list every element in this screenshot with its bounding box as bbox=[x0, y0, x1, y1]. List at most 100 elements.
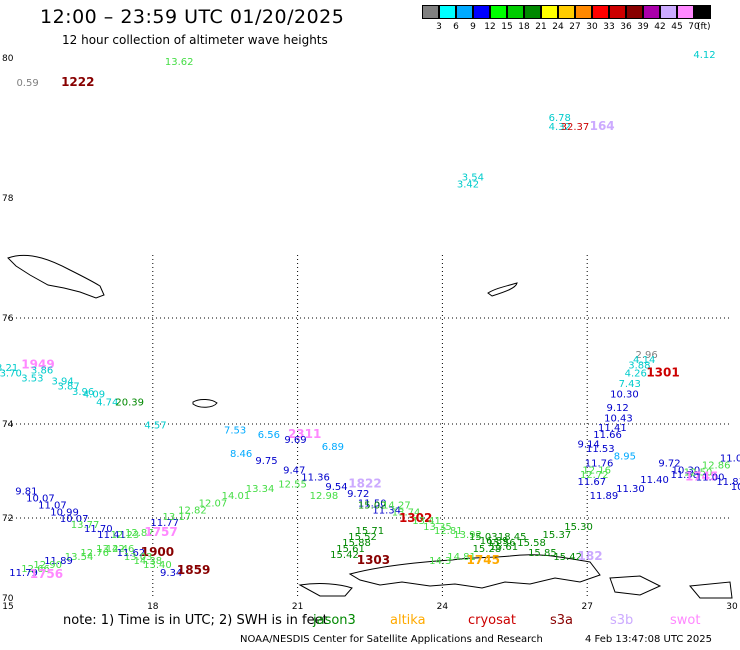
wave-height-label: 12.90 bbox=[33, 560, 62, 571]
wave-height-label: 11.50 bbox=[358, 498, 387, 509]
wave-height-label: 12.98 bbox=[310, 491, 339, 502]
wave-height-label: 13.34 bbox=[246, 484, 275, 495]
wave-height-label: 1949 bbox=[21, 357, 54, 371]
wave-height-label: 4.12 bbox=[693, 50, 715, 61]
wave-height-label: 1859 bbox=[177, 563, 210, 577]
wave-height-label: 13.92 bbox=[453, 530, 482, 541]
wave-height-label: 11.76 bbox=[585, 458, 614, 469]
wave-height-label: 20.39 bbox=[115, 397, 144, 408]
wave-height-label: 1745 bbox=[467, 553, 500, 567]
wave-height-label: 11.07 bbox=[38, 501, 67, 512]
colorbar-tick-label: 70 bbox=[688, 22, 700, 32]
wave-height-label: 9.75 bbox=[255, 456, 277, 467]
wave-height-label: 13.42 bbox=[96, 544, 125, 555]
wave-height-label: 11.40 bbox=[640, 475, 669, 486]
colorbar-tick-label: 30 bbox=[586, 22, 598, 32]
wave-height-label: 3.88 bbox=[628, 360, 650, 371]
wave-height-label: 15.85 bbox=[528, 548, 557, 559]
wave-height-label: 11.30 bbox=[616, 484, 645, 495]
wave-height-label: 2311 bbox=[288, 427, 321, 441]
wave-height-label: 11.67 bbox=[578, 477, 607, 488]
wave-height-label: 3.94 bbox=[51, 376, 73, 387]
colorbar-unit: (ft) bbox=[697, 22, 711, 32]
legend-item: swot bbox=[670, 613, 701, 628]
wave-height-label: 10.07 bbox=[60, 514, 89, 525]
wave-height-label: 15.03 bbox=[469, 532, 498, 543]
wave-height-label: 13.17 bbox=[162, 512, 191, 523]
wave-height-label: 11.01 bbox=[720, 454, 740, 465]
wave-height-label: 11.58 bbox=[670, 470, 699, 481]
wave-height-label: 15.61 bbox=[336, 544, 365, 555]
colorbar-tick-label: 15 bbox=[501, 22, 513, 32]
wave-height-label: 13.74 bbox=[392, 508, 421, 519]
wave-height-label: 11.66 bbox=[593, 430, 622, 441]
footer-note: note: 1) Time is in UTC; 2) SWH is in fe… bbox=[63, 613, 328, 628]
colorbar-tick-label: 12 bbox=[484, 22, 496, 32]
colorbar-tick-label: 21 bbox=[535, 22, 547, 32]
wave-height-label: 12.82 bbox=[178, 505, 207, 516]
wave-height-label: 15.56 bbox=[487, 538, 516, 549]
colorbar-cell bbox=[626, 5, 643, 19]
wave-height-label: 11.79 bbox=[9, 568, 38, 579]
wave-height-label: 8.95 bbox=[614, 451, 636, 462]
colorbar-tick-label: 33 bbox=[603, 22, 615, 32]
wave-height-label: 11.41 bbox=[598, 423, 627, 434]
wave-height-label: 3.96 bbox=[72, 387, 94, 398]
wave-height-label: 12.16 bbox=[582, 465, 611, 476]
wave-height-label: 13.54 bbox=[65, 552, 94, 563]
wave-height-label: 3.86 bbox=[31, 366, 53, 377]
wave-height-label: 1745 bbox=[685, 469, 718, 483]
wave-height-label: 15.71 bbox=[356, 526, 385, 537]
wave-height-label: 15.02 bbox=[358, 501, 387, 512]
wave-height-label: 15.52 bbox=[348, 532, 377, 543]
wave-height-label: 13.35 bbox=[423, 522, 452, 533]
legend-item: jason3 bbox=[313, 613, 356, 628]
wave-height-label: 10.43 bbox=[604, 413, 633, 424]
wave-height-label: 15.58 bbox=[517, 538, 546, 549]
y-tick-label: 70 bbox=[2, 594, 14, 604]
x-tick-label: 30 bbox=[726, 602, 738, 612]
colorbar-cell bbox=[473, 5, 490, 19]
colorbar-tick-label: 39 bbox=[637, 22, 649, 32]
wave-height-label: 15.88 bbox=[342, 538, 371, 549]
y-tick-label: 72 bbox=[2, 514, 13, 524]
wave-height-label: 13.62 bbox=[165, 57, 194, 68]
wave-height-label: 15.30 bbox=[564, 522, 593, 533]
colorbar-cell bbox=[439, 5, 456, 19]
timestamp-text: 4 Feb 13:47:08 UTC 2025 bbox=[585, 634, 712, 645]
wave-height-label: 4.14 bbox=[633, 355, 655, 366]
wave-height-label: 12.55 bbox=[278, 479, 307, 490]
wave-height-label: 10.00 bbox=[731, 482, 740, 493]
wave-height-label: 8.46 bbox=[230, 449, 252, 460]
wave-height-label: 4.26 bbox=[625, 368, 647, 379]
colorbar-tick-label: 6 bbox=[453, 22, 459, 32]
wave-height-label: 12.07 bbox=[199, 498, 228, 509]
wave-height-label: 11.83 bbox=[716, 477, 740, 488]
wave-height-label: 11.34 bbox=[372, 505, 401, 516]
y-tick-label: 74 bbox=[2, 420, 14, 430]
wave-height-label: 11.41 bbox=[97, 530, 126, 541]
wave-height-label: 4.57 bbox=[144, 421, 166, 432]
colorbar-tick-label: 9 bbox=[470, 22, 476, 32]
page-subtitle: 12 hour collection of altimeter wave hei… bbox=[62, 33, 328, 47]
wave-height-label: 9.14 bbox=[578, 440, 600, 451]
wave-height-label: 3.70 bbox=[0, 368, 22, 379]
wave-height-label: 9.81 bbox=[15, 487, 37, 498]
x-tick-label: 24 bbox=[437, 602, 449, 612]
wave-height-label: 9.72 bbox=[658, 458, 680, 469]
wave-height-label: 11.77 bbox=[150, 518, 179, 529]
wave-height-label: 1303 bbox=[357, 553, 390, 567]
wave-height-label: 15.42 bbox=[330, 550, 359, 561]
wave-height-label: 12.50 bbox=[684, 468, 713, 479]
coastline bbox=[7, 254, 105, 299]
colorbar-tick-label: 18 bbox=[518, 22, 530, 32]
colorbar-cell bbox=[575, 5, 592, 19]
wave-height-label: 14.38 bbox=[133, 556, 162, 567]
coastline bbox=[689, 581, 733, 599]
wave-height-label: 12.86 bbox=[702, 461, 731, 472]
wave-height-label: 3.87 bbox=[57, 382, 79, 393]
wave-height-label: 12.23 bbox=[111, 530, 140, 541]
wave-height-label: 9.34 bbox=[160, 568, 182, 579]
wave-height-label: 7.53 bbox=[224, 425, 246, 436]
